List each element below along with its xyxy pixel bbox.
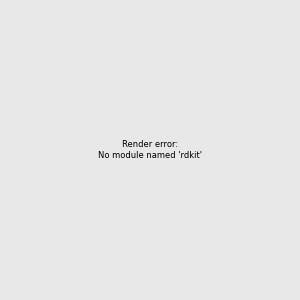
Text: Render error:
No module named 'rdkit': Render error: No module named 'rdkit' <box>98 140 202 160</box>
